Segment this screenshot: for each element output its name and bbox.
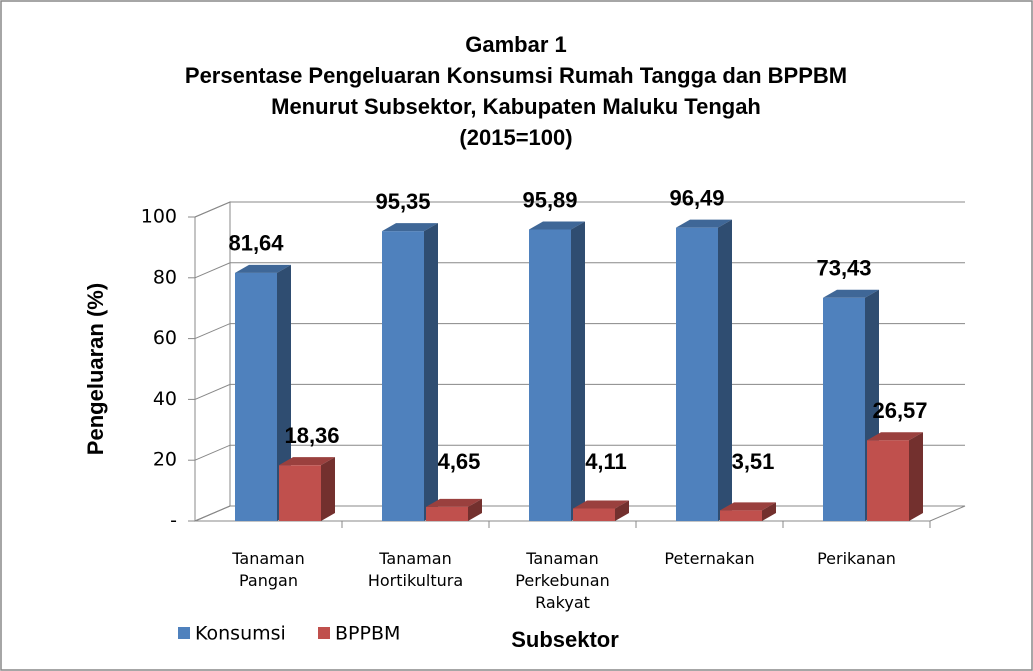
bar-side [718, 219, 732, 521]
bar-front [529, 229, 571, 522]
bar-front [676, 227, 718, 521]
bar-front [279, 465, 321, 521]
bar [279, 457, 335, 521]
bar-top [426, 498, 482, 507]
data-label: 4,11 [585, 449, 627, 474]
chart-title: Persentase Pengeluaran Konsumsi Rumah Ta… [185, 63, 847, 88]
bar [676, 219, 732, 521]
data-label: 3,51 [732, 449, 775, 474]
bar-front [382, 231, 424, 522]
bar-side [909, 432, 923, 521]
y-tick-label: 100 [141, 206, 177, 228]
bar-front [426, 506, 468, 521]
bar-front [720, 510, 762, 521]
bar-top [235, 264, 291, 273]
y-tick-label: 40 [153, 388, 177, 410]
legend-label: Konsumsi [195, 623, 286, 645]
bar [720, 502, 776, 521]
bar-front [867, 440, 909, 521]
chart-title: (2015=100) [459, 125, 572, 150]
data-label: 81,64 [228, 231, 284, 256]
bar [235, 264, 291, 521]
data-label: 26,57 [872, 398, 927, 423]
bar-top [867, 432, 923, 441]
y-tick-label: - [170, 510, 177, 532]
bar-side [762, 502, 776, 521]
chart-title: Menurut Subsektor, Kabupaten Maluku Teng… [271, 94, 761, 119]
legend-label: BPPBM [335, 623, 400, 645]
bar-side [468, 498, 482, 521]
bar-top [279, 457, 335, 466]
bar-top [382, 223, 438, 232]
y-tick-label: 80 [153, 266, 177, 288]
bar [573, 500, 629, 521]
bar-side [277, 264, 291, 521]
y-tick-label: 20 [153, 449, 177, 471]
bar [867, 432, 923, 521]
x-tick-label: Tanaman Perkebunan Rakyat [515, 549, 609, 612]
data-label: 4,65 [438, 449, 481, 474]
legend-swatch [318, 627, 330, 639]
bar [426, 498, 482, 521]
y-tick-label: 60 [153, 327, 177, 349]
bar-top [529, 221, 585, 230]
legend-swatch [178, 627, 190, 639]
x-tick-label: Tanaman Pangan [231, 549, 304, 590]
data-label: 95,35 [375, 189, 430, 214]
data-label: 18,36 [284, 423, 339, 448]
data-label: 96,49 [669, 185, 724, 210]
bar-top [676, 219, 732, 228]
bar-top [720, 502, 776, 511]
bar-front [823, 297, 865, 521]
y-axis-label: Pengeluaran (%) [83, 283, 108, 455]
x-axis-label: Subsektor [511, 627, 619, 652]
bar-side [571, 221, 585, 522]
chart-title: Gambar 1 [465, 32, 567, 57]
data-label: 73,43 [816, 256, 871, 281]
bar [382, 223, 438, 522]
x-tick-label: Perikanan [817, 549, 896, 568]
bar-side [321, 457, 335, 521]
x-tick-label: Peternakan [664, 549, 754, 568]
data-label: 95,89 [522, 187, 577, 212]
bar-side [615, 500, 629, 521]
bar-top [573, 500, 629, 509]
bar-front [573, 508, 615, 521]
x-tick-label: Tanaman Hortikultura [368, 549, 463, 590]
bar-top [823, 289, 879, 298]
grid-line [194, 201, 965, 218]
bar [529, 221, 585, 522]
bar-front [235, 272, 277, 521]
bar-side [424, 223, 438, 522]
